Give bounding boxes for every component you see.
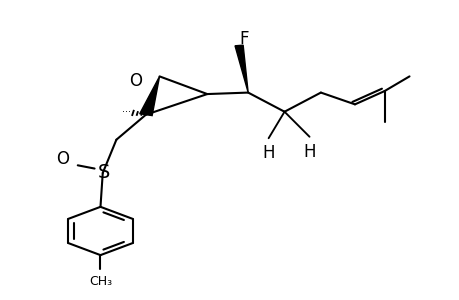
Text: F: F: [238, 30, 248, 48]
Polygon shape: [235, 45, 248, 93]
Text: CH₃: CH₃: [89, 274, 112, 287]
Text: O: O: [56, 150, 69, 168]
Text: O: O: [129, 72, 142, 90]
Polygon shape: [140, 76, 159, 116]
Text: S: S: [98, 163, 110, 182]
Text: ···: ···: [122, 107, 131, 117]
Text: H: H: [262, 144, 274, 162]
Text: H: H: [302, 142, 315, 160]
